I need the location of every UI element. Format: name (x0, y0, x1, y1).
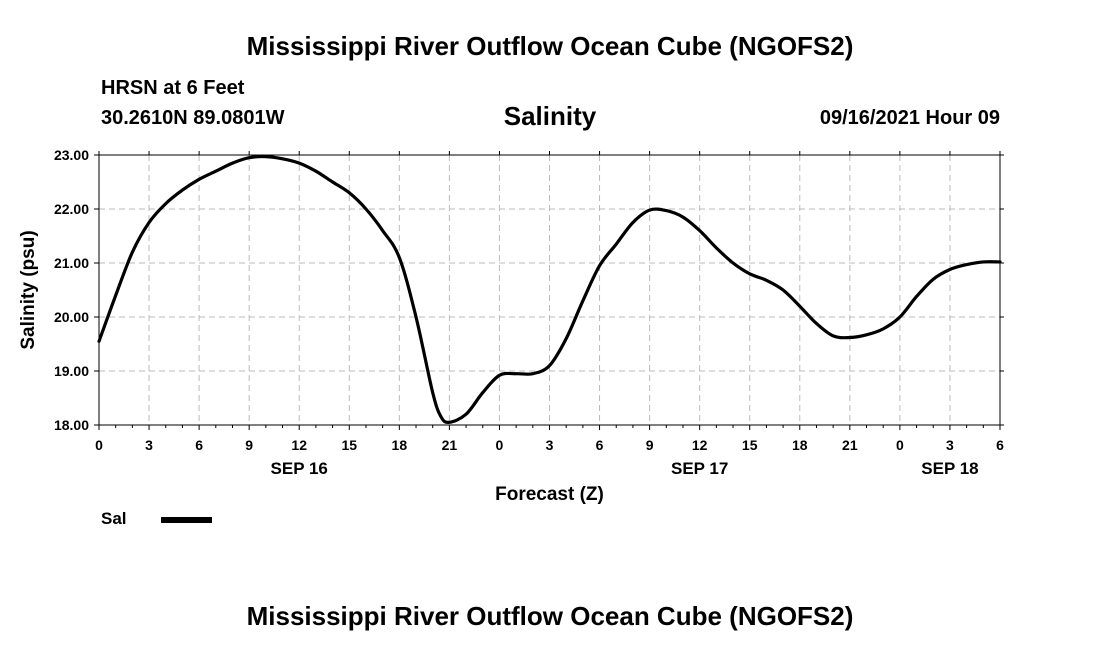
x-tick-label: 0 (896, 437, 904, 453)
y-tick-labels: 18.00 19.00 20.00 21.00 22.00 23.00 (54, 147, 89, 433)
legend-label: Sal (101, 509, 127, 528)
date-label: SEP 18 (921, 459, 978, 478)
salinity-series-line (97, 154, 1002, 424)
x-tick-label: 9 (245, 437, 253, 453)
y-tick-label: 22.00 (54, 201, 89, 217)
x-tick-labels: 0 3 6 9 12 15 18 21 0 3 6 9 12 15 18 21 0 3 6 (95, 437, 1004, 453)
y-tick-label: 18.00 (54, 417, 89, 433)
x-tick-label: 21 (842, 437, 858, 453)
plot-frame (98, 154, 1001, 426)
x-tick-label: 6 (996, 437, 1004, 453)
x-tick-label: 9 (646, 437, 654, 453)
x-axis-label: Forecast (Z) (495, 484, 604, 505)
date-label: SEP 16 (271, 459, 328, 478)
chart-grid (99, 155, 1000, 425)
x-tick-label: 3 (546, 437, 554, 453)
y-tick-label: 21.00 (54, 255, 89, 271)
station-label: HRSN at 6 Feet (101, 77, 245, 99)
chart-title: Mississippi River Outflow Ocean Cube (NG… (246, 31, 854, 61)
x-tick-label: 21 (442, 437, 458, 453)
y-tick-label: 19.00 (54, 363, 89, 379)
x-tick-label: 12 (291, 437, 307, 453)
date-labels: SEP 16 SEP 17 SEP 18 (271, 459, 979, 478)
x-tick-label: 3 (145, 437, 153, 453)
y-tick-label: 23.00 (54, 147, 89, 163)
y-tick-label: 20.00 (54, 309, 89, 325)
variable-title: Salinity (503, 101, 597, 131)
x-tick-label: 18 (792, 437, 808, 453)
x-tick-label: 6 (195, 437, 203, 453)
x-tick-label: 15 (742, 437, 758, 453)
x-tick-label: 0 (496, 437, 504, 453)
date-label: SEP 17 (671, 459, 728, 478)
x-tick-label: 15 (341, 437, 357, 453)
footer-title: Mississippi River Outflow Ocean Cube (NG… (246, 601, 854, 631)
y-axis-label: Salinity (psu) (18, 230, 39, 349)
x-tick-label: 18 (392, 437, 408, 453)
x-tick-label: 6 (596, 437, 604, 453)
station-coords: 30.2610N 89.0801W (101, 107, 285, 129)
forecast-datetime: 09/16/2021 Hour 09 (819, 107, 1000, 129)
x-tick-label: 12 (692, 437, 708, 453)
x-tick-label: 0 (95, 437, 103, 453)
x-tick-label: 3 (946, 437, 954, 453)
